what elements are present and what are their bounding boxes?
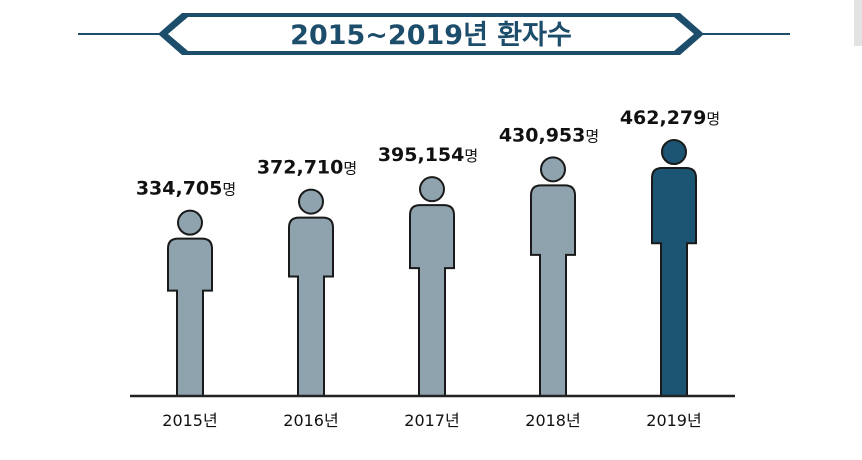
figure-3: [530, 156, 576, 397]
figure-0: [167, 209, 213, 397]
title-banner: 2015~2019년 환자수: [78, 13, 790, 55]
year-label-0: 2015년: [162, 411, 217, 430]
value-unit: 명: [222, 181, 236, 199]
figure-body: [409, 204, 455, 397]
value-label-4: 462,279명: [620, 107, 720, 129]
value-number: 462,279: [620, 107, 707, 129]
year-label-2: 2017년: [404, 411, 459, 430]
figure-body: [167, 237, 213, 397]
figure-body: [651, 167, 697, 397]
figure-head: [177, 209, 203, 236]
figure-2: [409, 176, 455, 397]
window-edge-tab: [854, 0, 862, 46]
year-label-1: 2016년: [283, 411, 338, 430]
title-banner-inner: [168, 17, 694, 51]
chart-title: 2015~2019년 환자수: [290, 20, 572, 51]
value-number: 334,705: [136, 178, 223, 200]
value-unit: 명: [464, 147, 478, 165]
figure-head: [419, 176, 445, 203]
value-unit: 명: [706, 110, 720, 128]
year-label-4: 2019년: [646, 411, 701, 430]
figure-head: [298, 188, 324, 215]
value-unit: 명: [585, 127, 599, 145]
year-label-3: 2018년: [525, 411, 580, 430]
value-unit: 명: [343, 160, 357, 178]
figure-head: [540, 156, 566, 183]
value-label-3: 430,953명: [499, 124, 599, 146]
figure-body: [288, 216, 334, 397]
figure-series: [167, 139, 697, 397]
value-number: 430,953: [499, 124, 586, 146]
value-number: 395,154: [378, 144, 465, 166]
value-label-2: 395,154명: [378, 144, 478, 166]
x-axis-labels: 2015년 2016년 2017년 2018년 2019년: [162, 411, 701, 430]
figure-body: [530, 184, 576, 397]
figure-4: [651, 139, 697, 397]
value-number: 372,710: [257, 157, 344, 179]
figure-1: [288, 188, 334, 397]
value-label-0: 334,705명: [136, 178, 236, 200]
figure-head: [661, 139, 687, 165]
value-label-1: 372,710명: [257, 157, 357, 179]
